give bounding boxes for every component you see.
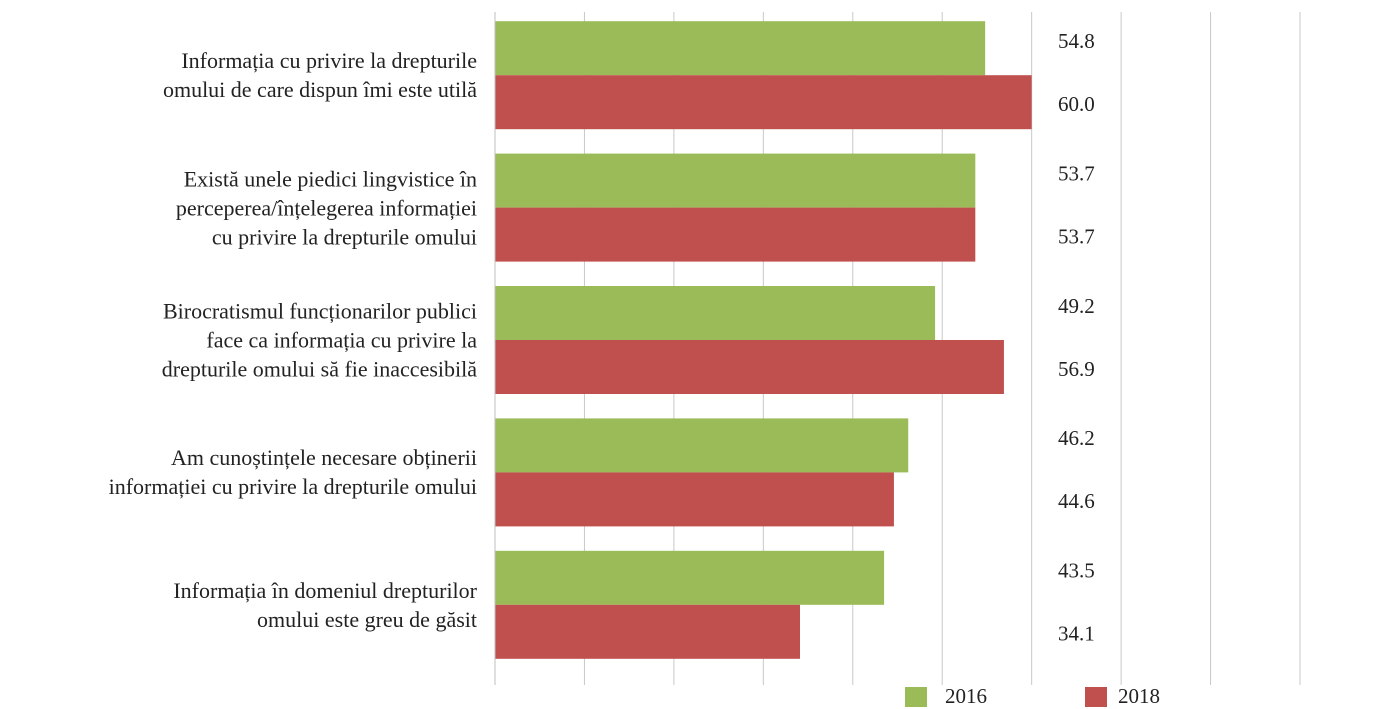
category-label: Birocratismul funcționarilor publici fac…	[161, 298, 477, 382]
value-label: 34.1	[1058, 622, 1095, 646]
value-label: 49.2	[1058, 294, 1095, 318]
bar	[495, 550, 885, 605]
bar	[495, 286, 936, 340]
legend-swatch	[1085, 687, 1107, 707]
value-label: 53.7	[1058, 161, 1095, 185]
legend-label: 2016	[945, 684, 987, 708]
value-label: 60.0	[1058, 92, 1095, 116]
value-label: 46.2	[1058, 426, 1095, 450]
legend-label: 2018	[1118, 684, 1160, 708]
value-label: 54.8	[1058, 29, 1095, 53]
category-label: Am cunoștințele necesare obținerii infor…	[108, 445, 477, 500]
category-label: Există unele piedici lingvistice în perc…	[175, 166, 477, 250]
value-label: 56.9	[1058, 357, 1095, 381]
category-label: Informația cu privire la drepturile omul…	[162, 48, 477, 103]
category-label: Informația în domeniul drepturilor omulu…	[173, 577, 477, 632]
bar	[495, 472, 894, 527]
bar	[495, 604, 801, 659]
bar	[495, 75, 1032, 130]
bar	[495, 21, 986, 76]
value-label: 43.5	[1058, 559, 1095, 583]
value-label: 53.7	[1058, 224, 1095, 248]
value-label: 44.6	[1058, 489, 1095, 513]
legend-swatch	[905, 687, 927, 707]
bar	[495, 340, 1004, 394]
bar	[495, 153, 976, 208]
bar	[495, 418, 909, 473]
bar	[495, 207, 976, 262]
